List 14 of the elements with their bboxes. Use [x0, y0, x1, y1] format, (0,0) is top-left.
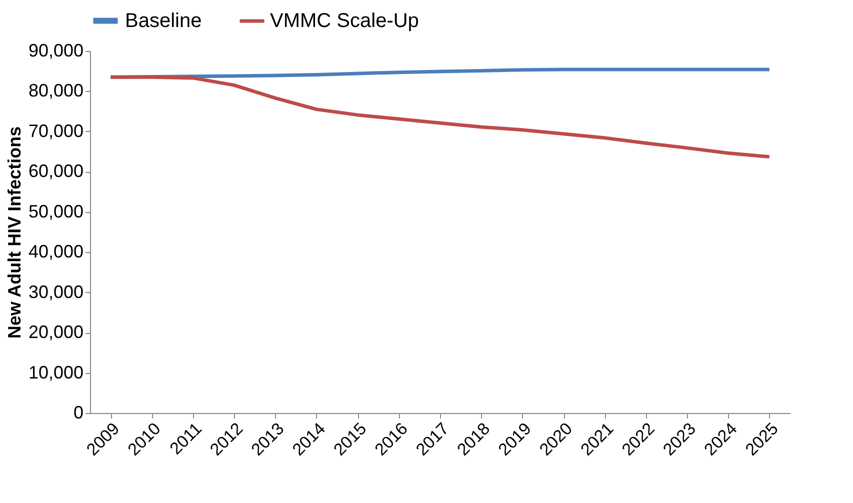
- y-tick-label: 30,000: [28, 282, 84, 302]
- y-tick-label: 80,000: [28, 80, 84, 101]
- y-tick-label: 40,000: [28, 242, 84, 262]
- y-tick-label: 50,000: [28, 201, 84, 222]
- y-tick-label: 0: [73, 402, 84, 422]
- line-series: [108, 75, 772, 159]
- legend-label: VMMC Scale-Up: [270, 10, 419, 32]
- legend-label: Baseline: [125, 10, 202, 32]
- y-tick-label: 90,000: [28, 40, 84, 60]
- y-tick-label: 70,000: [28, 120, 84, 141]
- y-axis-title: New Adult HIV Infections: [4, 126, 24, 339]
- y-tick-label: 10,000: [28, 362, 84, 382]
- y-tick-label: 20,000: [28, 322, 84, 342]
- y-tick-label: 60,000: [28, 161, 84, 182]
